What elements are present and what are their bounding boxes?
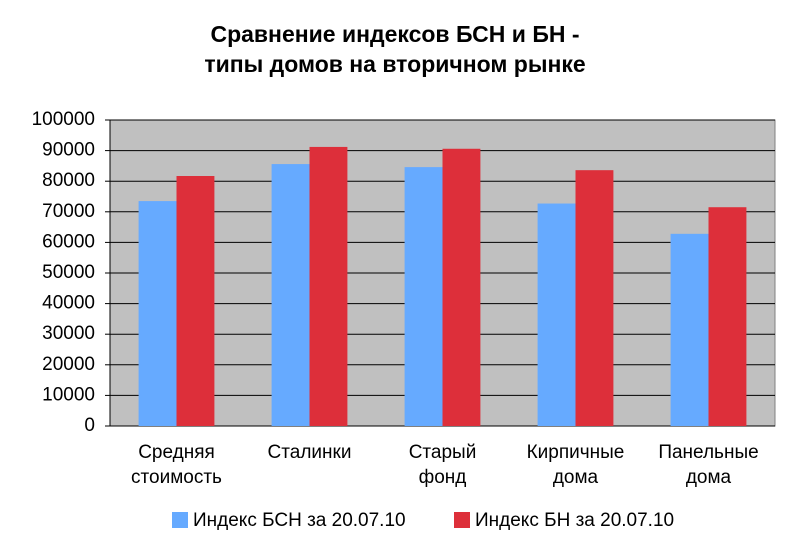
bar bbox=[708, 207, 747, 426]
legend-swatch bbox=[454, 512, 470, 528]
x-tick-label: стоимость bbox=[131, 467, 222, 488]
bar bbox=[271, 164, 310, 426]
legend-label: Индекс БСН за 20.07.10 bbox=[193, 510, 406, 531]
bar bbox=[670, 233, 709, 426]
x-tick-label: Сталинки bbox=[268, 442, 352, 463]
bar bbox=[404, 167, 443, 426]
x-tick-label: Старый bbox=[409, 442, 477, 463]
bar bbox=[575, 170, 614, 426]
bar bbox=[309, 146, 348, 427]
chart-title: типы домов на вторичном рынке bbox=[204, 51, 585, 77]
y-tick-label: 40000 bbox=[42, 293, 95, 314]
x-tick-label: дома bbox=[553, 467, 599, 488]
y-tick-label: 80000 bbox=[42, 170, 95, 191]
chart-title: Сравнение индексов БСН и БН - bbox=[210, 21, 579, 47]
x-tick-label: Кирпичные bbox=[527, 442, 625, 463]
legend-swatch bbox=[172, 512, 188, 528]
bar bbox=[442, 148, 481, 426]
y-tick-label: 10000 bbox=[42, 384, 95, 405]
y-tick-label: 30000 bbox=[42, 323, 95, 344]
y-tick-label: 90000 bbox=[42, 140, 95, 161]
y-tick-label: 20000 bbox=[42, 354, 95, 375]
x-tick-label: Панельные bbox=[658, 442, 758, 463]
y-tick-label: 60000 bbox=[42, 231, 95, 252]
bar bbox=[138, 201, 177, 426]
y-tick-label: 50000 bbox=[42, 262, 95, 283]
legend-label: Индекс БН за 20.07.10 bbox=[475, 510, 674, 531]
y-tick-label: 0 bbox=[84, 415, 95, 436]
x-tick-label: фонд bbox=[419, 467, 467, 488]
y-tick-label: 70000 bbox=[42, 201, 95, 222]
bar bbox=[537, 203, 576, 426]
y-tick-label: 100000 bbox=[32, 109, 95, 130]
bar bbox=[176, 175, 215, 426]
x-tick-label: Средняя bbox=[138, 442, 215, 463]
x-tick-label: дома bbox=[686, 467, 732, 488]
